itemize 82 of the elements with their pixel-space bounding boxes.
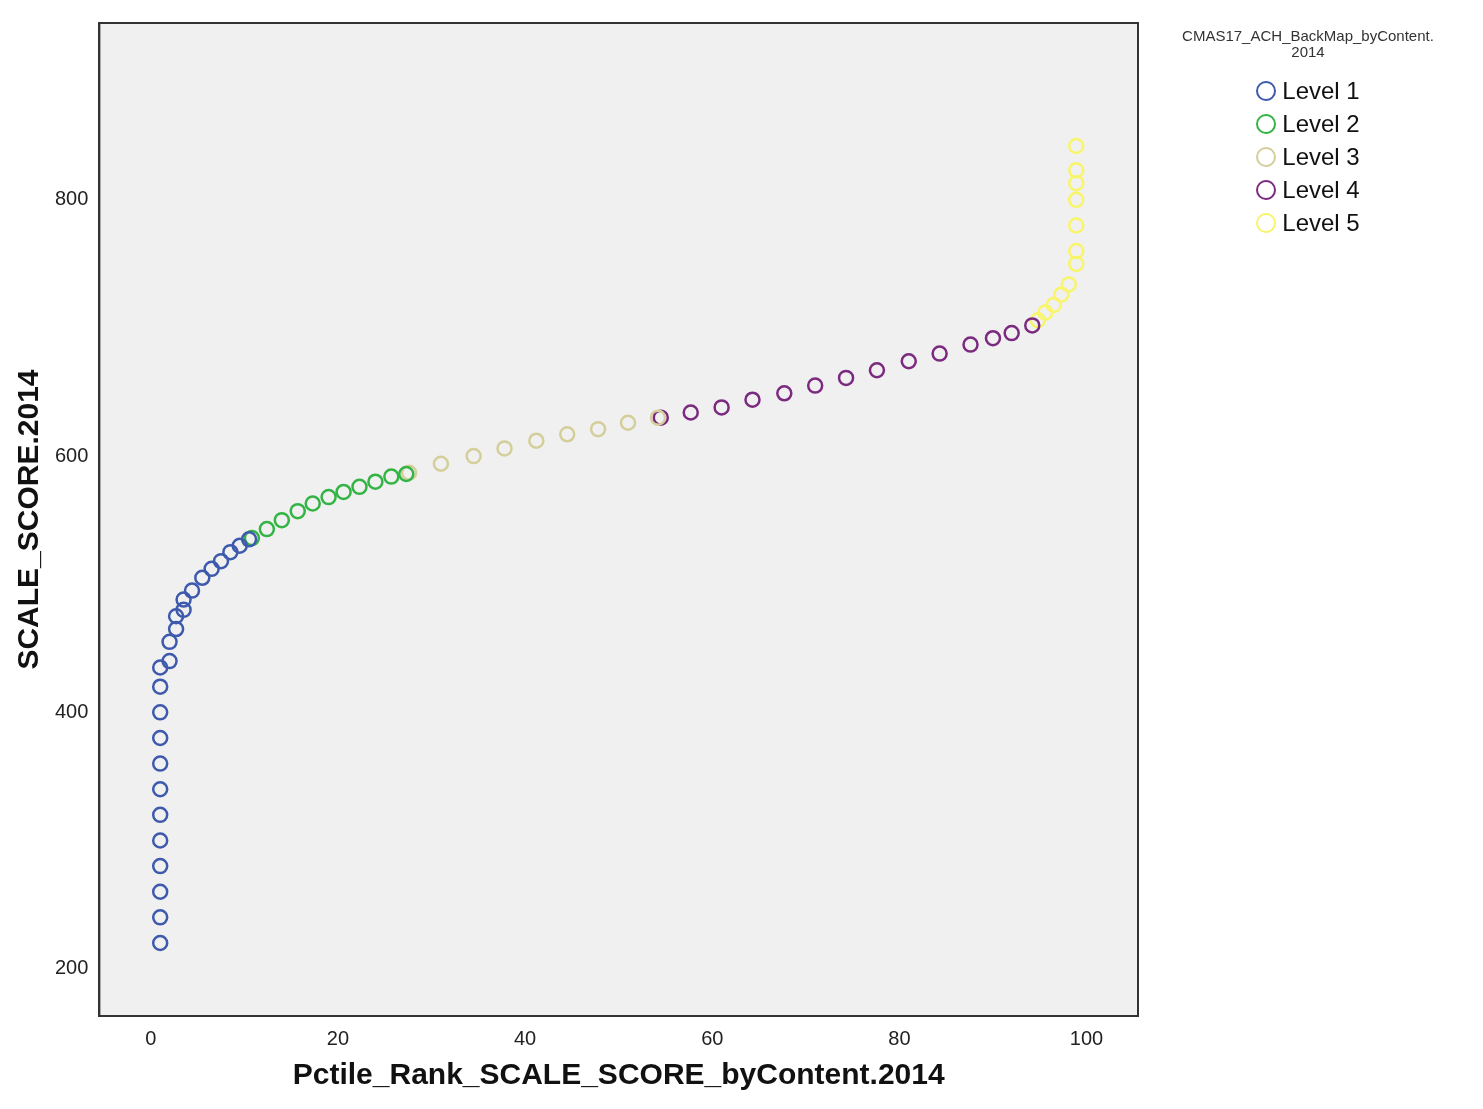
point [167, 620, 185, 638]
point [383, 468, 400, 485]
point [289, 502, 306, 520]
point [203, 560, 220, 578]
point [222, 543, 239, 561]
legend-label: Level 2 [1282, 109, 1360, 138]
point [1067, 174, 1085, 192]
point [151, 832, 169, 849]
point [776, 385, 793, 402]
point [528, 432, 545, 449]
y-tick-label: 400 [54, 699, 89, 722]
point [151, 934, 169, 952]
point [351, 478, 368, 496]
point [231, 537, 248, 555]
point [183, 582, 201, 599]
legend-label: Level 1 [1282, 76, 1360, 105]
point [1024, 317, 1041, 334]
legend-title: CMAS17_ACH_BackMap_byContent. 2014 [1182, 27, 1434, 60]
point [1060, 276, 1078, 293]
point [151, 909, 169, 926]
point [682, 404, 699, 421]
point [304, 495, 321, 512]
point [496, 440, 513, 457]
legend-label: Level 3 [1282, 142, 1360, 171]
point [1067, 217, 1085, 234]
point [558, 426, 576, 443]
point [258, 520, 276, 538]
point [1067, 242, 1085, 260]
point [900, 353, 917, 370]
point [151, 729, 169, 747]
point [161, 633, 178, 651]
y-tick-label: 200 [54, 956, 89, 979]
legend-label: Level 4 [1282, 175, 1360, 204]
point [320, 488, 337, 506]
point [589, 420, 607, 438]
point [432, 455, 450, 473]
point [1003, 324, 1020, 342]
point [1067, 137, 1085, 155]
point [465, 447, 482, 465]
point [1037, 304, 1054, 321]
legend-label: Level 5 [1282, 208, 1360, 237]
point [161, 652, 178, 670]
point [1053, 286, 1070, 303]
point [194, 569, 211, 587]
point [837, 369, 855, 387]
point [1067, 162, 1085, 179]
x-tick-label: 20 [326, 1026, 350, 1049]
point [212, 552, 230, 570]
point [868, 361, 886, 379]
point [175, 591, 192, 608]
y-tick-label: 800 [54, 187, 89, 210]
point [984, 329, 1002, 347]
point [151, 755, 169, 772]
point [167, 607, 185, 625]
point [151, 857, 169, 875]
x-tick-label: 60 [701, 1026, 724, 1049]
y-tick-label: 600 [54, 443, 89, 466]
y-axis-title: SCALE_SCORE.2014 [11, 369, 45, 670]
point [744, 391, 761, 408]
x-tick-label: 80 [888, 1026, 911, 1049]
point [1045, 296, 1063, 314]
point [335, 483, 352, 501]
point [713, 399, 730, 416]
point [151, 780, 169, 798]
point [151, 678, 169, 695]
x-tick-label: 40 [513, 1026, 537, 1049]
x-tick-label: 0 [145, 1026, 157, 1049]
point [962, 336, 979, 353]
point [1067, 191, 1085, 209]
point [619, 414, 637, 432]
point [151, 659, 169, 676]
point [273, 511, 291, 529]
point [367, 473, 384, 490]
x-axis-title: Pctile_Rank_SCALE_SCORE_byContent.2014 [292, 1057, 945, 1091]
point [151, 806, 169, 824]
point [931, 345, 948, 362]
point [806, 377, 824, 394]
point [1067, 255, 1085, 273]
point [151, 883, 169, 900]
x-tick-label: 100 [1069, 1026, 1104, 1049]
point [151, 704, 169, 721]
point [175, 601, 192, 619]
